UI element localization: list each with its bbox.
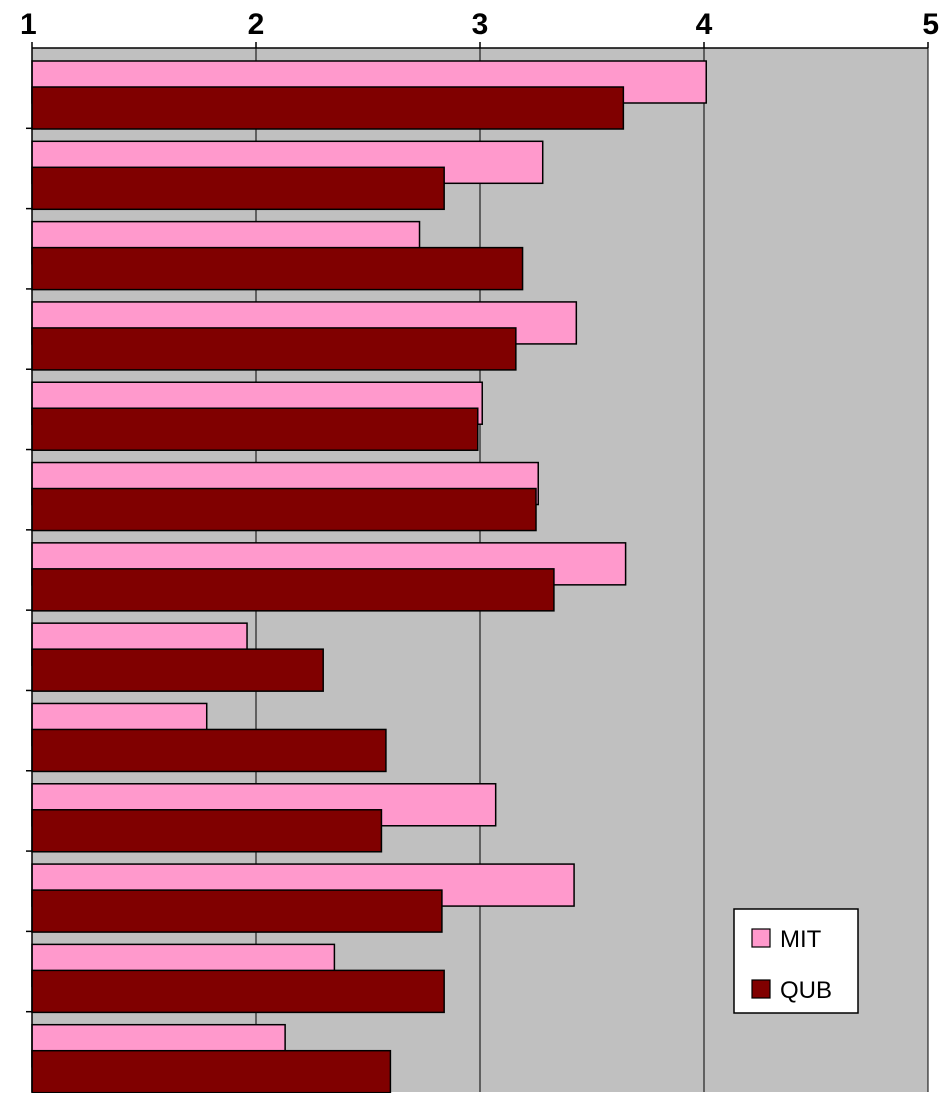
legend-label-qub: QUB (780, 977, 832, 1004)
tick-labels: 1 2 3 4 5 (20, 8, 939, 41)
legend-swatch-mit (751, 928, 771, 948)
bar-qub-4 (31, 327, 517, 371)
bar-qub-12 (31, 969, 445, 1014)
bars (31, 60, 707, 1093)
bar-qub-7 (31, 568, 555, 612)
x-tick-label-5: 5 (922, 8, 939, 41)
bar-qub-1 (31, 86, 625, 130)
bar-qub-2 (31, 166, 445, 211)
x-tick-label-4: 4 (696, 8, 713, 41)
bar-qub-5 (31, 407, 479, 451)
bar-qub-9 (31, 728, 387, 773)
bar-qub-10 (31, 809, 383, 853)
bar-qub-13 (31, 1049, 392, 1093)
axes (26, 42, 929, 1092)
legend: MIT QUB (733, 908, 859, 1014)
bar-qub-11 (31, 889, 443, 933)
bar-qub-8 (31, 648, 324, 692)
bar-qub-6 (31, 487, 537, 532)
x-tick-label-1: 1 (20, 8, 37, 41)
legend-swatch-qub (751, 979, 771, 999)
x-tick-label-3: 3 (472, 8, 489, 41)
x-tick-label-2: 2 (248, 8, 265, 41)
bar-qub-3 (31, 246, 524, 291)
legend-label-mit: MIT (780, 926, 822, 953)
